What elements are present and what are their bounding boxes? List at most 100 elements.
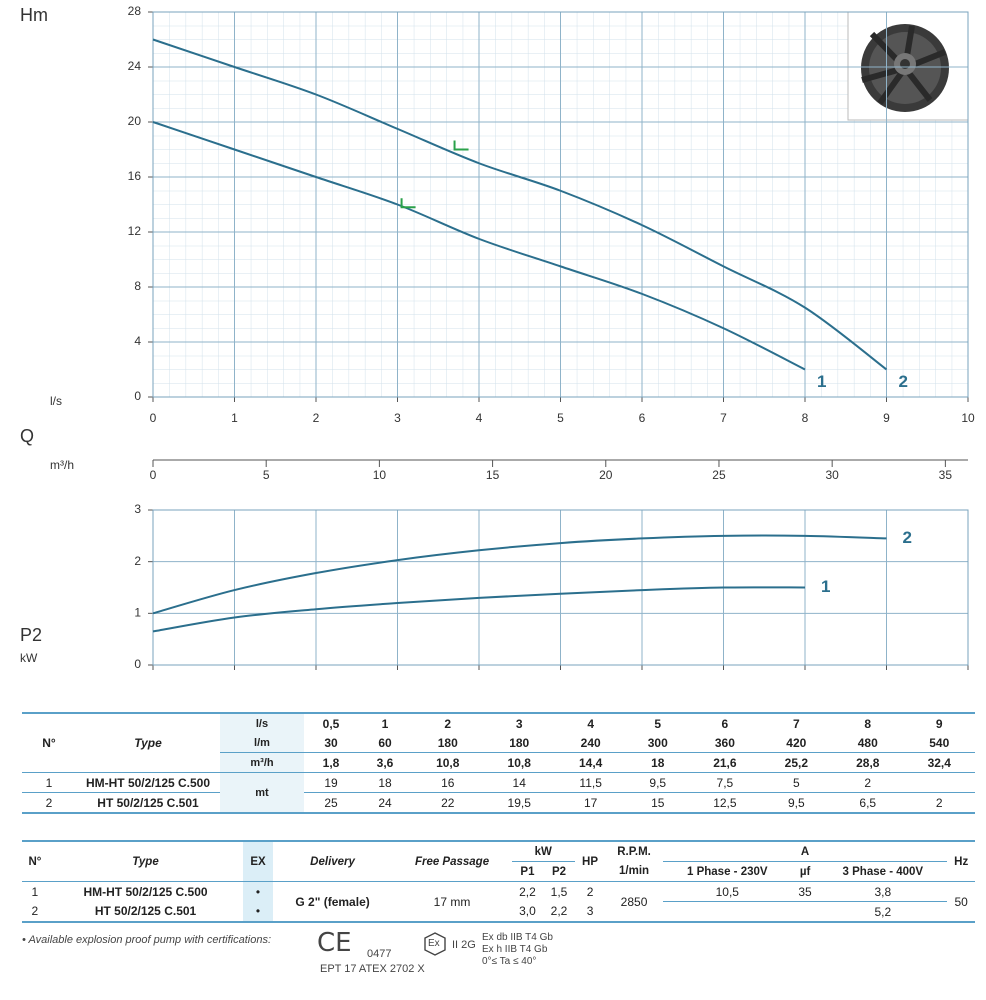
curve-label: 2 — [899, 372, 908, 391]
x-tick-label: 5 — [557, 411, 564, 425]
y-tick-label: 3 — [134, 502, 141, 516]
header-cell: A — [662, 841, 948, 862]
header-cell: R.P.M. — [617, 845, 651, 858]
cell: 480 — [857, 735, 878, 750]
row: 2 HT 50/2/125 C.501 25 24 22 19,5 17 15 12,5 9,5 6… — [22, 792, 975, 813]
ex-marking: Ex db IIB T4 Gb — [482, 932, 553, 943]
cell: l/s — [220, 713, 304, 733]
cell: 7,5 — [689, 772, 761, 793]
curve-label: 1 — [821, 577, 830, 596]
cell: 17 mm — [392, 881, 512, 922]
header-row: m³/h 1,8 3,6 10,8 10,8 14,4 18 21,6 25,2 28,8 32,4 — [22, 752, 975, 773]
y-axis-label: P2 — [20, 625, 42, 645]
header-cell: 1 Phase - 230V — [687, 865, 768, 878]
curve — [152, 121, 806, 371]
ex-symbol: Ex — [428, 938, 440, 949]
cell: 17 — [554, 792, 627, 813]
cell: 5,2 — [874, 904, 892, 919]
header-cell: P2 — [551, 865, 567, 878]
cell: 540 — [929, 735, 950, 750]
cell: 2850 — [605, 881, 663, 922]
x-tick-label: 2 — [313, 411, 320, 425]
cell: 3 — [515, 716, 523, 731]
y-tick-label: 0 — [134, 389, 141, 403]
cell: 2 — [832, 772, 904, 793]
x-tick-label: 6 — [639, 411, 646, 425]
header-cell: µf — [799, 865, 811, 878]
bep-marker — [453, 140, 469, 151]
header-row: l/m 30 60 180 180 240 300 360 420 480 540 — [22, 733, 975, 753]
cell: HM-HT 50/2/125 C.500 — [47, 881, 244, 902]
cell: 3,0 — [519, 904, 536, 919]
x2-tick-label: 30 — [825, 468, 839, 482]
cell: 1 — [381, 716, 389, 731]
cell: mt — [220, 772, 304, 813]
cell: 3 — [586, 904, 594, 919]
cell: 11,5 — [554, 772, 627, 793]
cell: 2 — [444, 716, 452, 731]
cell: 2,2 — [511, 881, 544, 902]
cell: 21,6 — [689, 752, 761, 773]
cell: 6,5 — [832, 792, 904, 813]
y-tick-label: 8 — [134, 279, 141, 293]
cell: 19 — [304, 772, 359, 793]
cell: HM-HT 50/2/125 C.500 — [76, 772, 220, 793]
x-tick-label: 8 — [802, 411, 809, 425]
atex-cert: EPT 17 ATEX 2702 X — [320, 963, 425, 975]
cell: 2 — [31, 904, 39, 919]
cell: 25,2 — [760, 752, 833, 773]
cell: 3,6 — [358, 752, 413, 773]
cell: 35 — [791, 881, 819, 902]
x2-axis-label: m³/h — [50, 458, 74, 472]
cell: • — [243, 881, 273, 902]
cell: 4 — [587, 716, 594, 731]
cell: 25 — [304, 792, 359, 813]
cell: 60 — [378, 735, 392, 750]
y-axis-unit: kW — [20, 651, 38, 665]
cell: 10,8 — [483, 752, 555, 773]
cell: 300 — [647, 735, 668, 750]
cell: 180 — [437, 735, 458, 750]
cell: 1 — [22, 881, 48, 902]
cell: 50 — [947, 881, 975, 922]
cell — [903, 772, 975, 793]
header-cell: Delivery — [310, 855, 355, 868]
x2-tick-label: 10 — [373, 468, 387, 482]
cell: 32,4 — [903, 752, 975, 773]
cell: 14,4 — [554, 752, 627, 773]
specs-table: N° Type EX Delivery Free Passage kW HP R… — [22, 840, 975, 923]
header-cell: HP — [582, 855, 599, 868]
cell: l/m — [220, 733, 304, 753]
cell: 18 — [358, 772, 413, 793]
cell — [792, 902, 818, 923]
x-tick-label: 1 — [231, 411, 238, 425]
cell: Type — [134, 736, 162, 750]
header-cell: kW — [511, 841, 575, 862]
header-cell: 3 Phase - 400V — [842, 865, 924, 878]
cell — [663, 902, 792, 923]
header-cell: EX — [243, 841, 273, 882]
cell: 6 — [721, 716, 729, 731]
cell: 2 — [903, 792, 975, 813]
cell: 30 — [324, 735, 338, 750]
curve — [152, 534, 887, 615]
cell: 240 — [580, 735, 601, 750]
header-cell: 1/min — [619, 865, 650, 878]
header-cell: P1 — [520, 865, 535, 878]
cell: 1,8 — [304, 752, 359, 773]
cell: G 2" (female) — [272, 881, 393, 922]
performance-table: N° Type l/s 0,5 1 2 3 4 5 6 7 8 9 l/m 30 60 180 180 240 300… — [22, 712, 975, 814]
cell: 10,8 — [412, 752, 484, 773]
cell: 15 — [626, 792, 690, 813]
curve-label: 1 — [817, 372, 826, 391]
cell: 7 — [792, 716, 800, 731]
cell: 420 — [786, 735, 807, 750]
cell: 16 — [412, 772, 484, 793]
y-tick-label: 24 — [128, 59, 142, 73]
cell: HT 50/2/125 C.501 — [76, 792, 220, 813]
cell: 360 — [714, 735, 735, 750]
x2-tick-label: 25 — [712, 468, 726, 482]
plot-frame — [152, 509, 969, 666]
